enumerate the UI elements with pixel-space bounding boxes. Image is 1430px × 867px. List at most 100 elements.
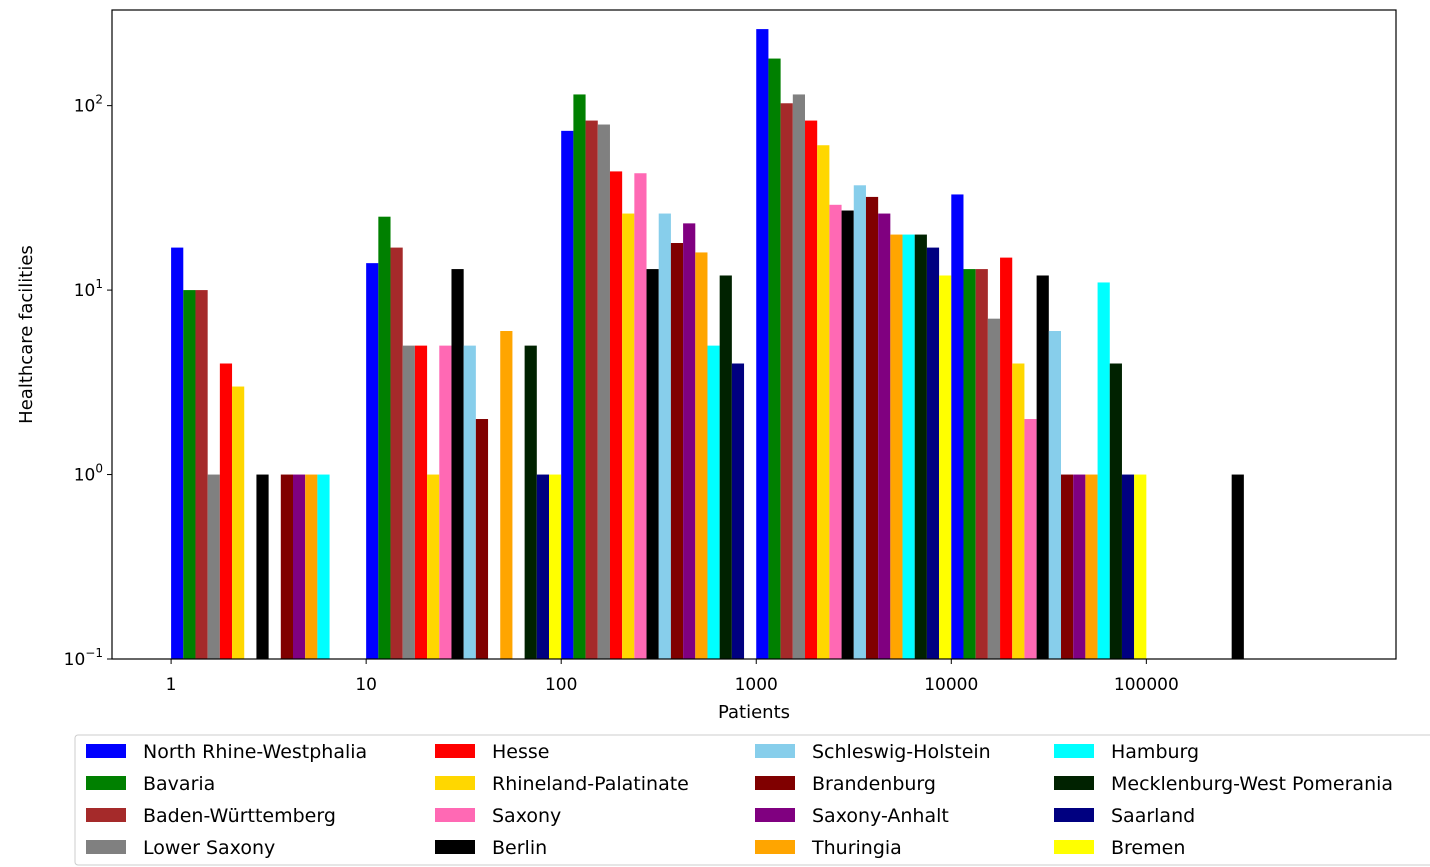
bar-bavaria-bin-0 xyxy=(183,290,196,659)
bar-baden-w-rttemberg-bin-0 xyxy=(195,290,208,659)
bar-brandenburg-bin-2 xyxy=(670,243,684,659)
legend-label-berlin: Berlin xyxy=(492,837,547,859)
bar-saxony-bin-3 xyxy=(829,204,842,660)
legend-swatch-hesse xyxy=(435,744,475,758)
bar-hamburg-bin-3 xyxy=(902,234,915,659)
bar-mecklenburg-west-pomerania-bin-2 xyxy=(719,275,732,659)
bar-brandenburg-bin-3 xyxy=(865,196,879,660)
plot-frame xyxy=(111,9,1397,660)
bar-hesse-bin-2 xyxy=(609,171,623,659)
bar-north-rhine-westphalia-bin-4 xyxy=(951,194,964,659)
legend-label-baden-w-rttemberg: Baden-Württemberg xyxy=(143,805,336,827)
bar-bremen-bin-1 xyxy=(549,474,562,659)
bar-saxony-bin-4 xyxy=(1024,419,1037,659)
legend-label-schleswig-holstein: Schleswig-Holstein xyxy=(812,741,991,763)
bar-lower-saxony-bin-2 xyxy=(597,124,610,659)
bar-hesse-bin-3 xyxy=(805,120,818,659)
legend-label-brandenburg: Brandenburg xyxy=(812,773,936,795)
bar-baden-w-rttemberg-bin-4 xyxy=(975,269,988,659)
legend-label-bremen: Bremen xyxy=(1111,837,1185,859)
bar-brandenburg-bin-0 xyxy=(280,474,293,659)
legend-label-north-rhine-westphalia: North Rhine-Westphalia xyxy=(143,741,367,763)
bar-baden-w-rttemberg-bin-2 xyxy=(585,120,598,659)
legend-swatch-mecklenburg-west-pomerania xyxy=(1054,776,1094,790)
legend-label-saarland: Saarland xyxy=(1111,805,1195,827)
bar-rhineland-palatinate-bin-0 xyxy=(232,386,245,659)
y-tick-label: 102 xyxy=(74,93,103,117)
bar-hamburg-bin-4 xyxy=(1097,282,1110,659)
legend-label-hesse: Hesse xyxy=(492,741,549,763)
x-tick-label: 100000 xyxy=(1114,675,1179,695)
bar-berlin-bin-0 xyxy=(256,474,269,659)
bar-saxony-bin-2 xyxy=(634,173,647,659)
bar-brandenburg-bin-1 xyxy=(475,419,489,659)
legend: North Rhine-Westphalia Bavaria Baden-Württ… xyxy=(74,734,1430,866)
bar-saxony-bin-1 xyxy=(439,345,452,659)
bar-hesse-bin-4 xyxy=(1000,257,1013,659)
legend-label-hamburg: Hamburg xyxy=(1111,741,1199,763)
bar-saxony-anhalt-bin-0 xyxy=(293,474,306,659)
bar-bavaria-bin-2 xyxy=(573,94,586,659)
legend-label-saxony-anhalt: Saxony-Anhalt xyxy=(812,805,949,827)
bar-saarland-bin-3 xyxy=(926,247,940,659)
x-tick-label: 100 xyxy=(545,675,577,695)
bar-berlin-bin-5 xyxy=(1231,474,1244,659)
legend-swatch-baden-w-rttemberg xyxy=(86,808,126,822)
bar-baden-w-rttemberg-bin-3 xyxy=(780,103,793,659)
bar-schleswig-holstein-bin-4 xyxy=(1048,331,1061,659)
bar-schleswig-holstein-bin-2 xyxy=(658,213,671,660)
bar-thuringia-bin-1 xyxy=(500,331,513,659)
legend-swatch-saxony-anhalt xyxy=(755,808,795,822)
y-tick-label: 100 xyxy=(74,462,103,486)
bar-schleswig-holstein-bin-3 xyxy=(853,185,866,660)
bar-saxony-anhalt-bin-2 xyxy=(683,223,696,659)
bar-hesse-bin-0 xyxy=(219,363,233,659)
legend-swatch-bavaria xyxy=(86,776,126,790)
bar-rhineland-palatinate-bin-2 xyxy=(622,213,635,660)
legend-swatch-schleswig-holstein xyxy=(755,744,795,758)
bar-lower-saxony-bin-3 xyxy=(792,94,805,659)
bar-mecklenburg-west-pomerania-bin-4 xyxy=(1109,363,1122,659)
bar-saxony-anhalt-bin-3 xyxy=(878,213,891,660)
x-tick-label: 10000 xyxy=(924,675,978,695)
legend-swatch-berlin xyxy=(435,840,475,854)
x-tick-label: 1000 xyxy=(735,675,778,695)
bar-rhineland-palatinate-bin-3 xyxy=(817,145,830,660)
legend-swatch-saarland xyxy=(1054,808,1094,822)
bar-bavaria-bin-4 xyxy=(963,269,976,659)
bar-hamburg-bin-2 xyxy=(707,345,720,659)
legend-label-saxony: Saxony xyxy=(492,805,561,827)
bar-bremen-bin-4 xyxy=(1134,474,1147,659)
legend-swatch-hamburg xyxy=(1054,744,1094,758)
legend-swatch-brandenburg xyxy=(755,776,795,790)
bar-saxony-anhalt-bin-4 xyxy=(1073,474,1086,659)
bar-saarland-bin-4 xyxy=(1121,474,1135,659)
x-tick-label: 10 xyxy=(355,675,377,695)
bar-hesse-bin-1 xyxy=(414,345,428,659)
bar-brandenburg-bin-4 xyxy=(1061,474,1074,659)
bar-saarland-bin-1 xyxy=(536,474,549,659)
bar-bavaria-bin-1 xyxy=(378,216,391,659)
legend-label-mecklenburg-west-pomerania: Mecklenburg-West Pomerania xyxy=(1111,773,1393,795)
y-tick-label: 101 xyxy=(74,277,103,301)
bar-rhineland-palatinate-bin-4 xyxy=(1012,363,1025,659)
legend-swatch-thuringia xyxy=(755,840,795,854)
bar-berlin-bin-2 xyxy=(646,269,659,659)
bar-saarland-bin-2 xyxy=(731,363,745,659)
bar-bavaria-bin-3 xyxy=(768,58,781,660)
legend-label-thuringia: Thuringia xyxy=(811,837,902,859)
bar-lower-saxony-bin-1 xyxy=(402,345,415,659)
legend-swatch-rhineland-palatinate xyxy=(435,776,475,790)
bar-hamburg-bin-0 xyxy=(317,474,330,659)
bar-mecklenburg-west-pomerania-bin-1 xyxy=(524,345,537,659)
bar-lower-saxony-bin-0 xyxy=(207,474,220,659)
bar-north-rhine-westphalia-bin-3 xyxy=(756,29,769,660)
x-axis-title: Patients xyxy=(718,702,790,723)
legend-swatch-north-rhine-westphalia xyxy=(86,744,126,758)
bar-lower-saxony-bin-4 xyxy=(987,318,1001,659)
bar-north-rhine-westphalia-bin-1 xyxy=(366,263,379,659)
bar-berlin-bin-3 xyxy=(841,210,854,659)
legend-label-rhineland-palatinate: Rhineland-Palatinate xyxy=(492,773,689,795)
bar-berlin-bin-4 xyxy=(1036,275,1049,659)
